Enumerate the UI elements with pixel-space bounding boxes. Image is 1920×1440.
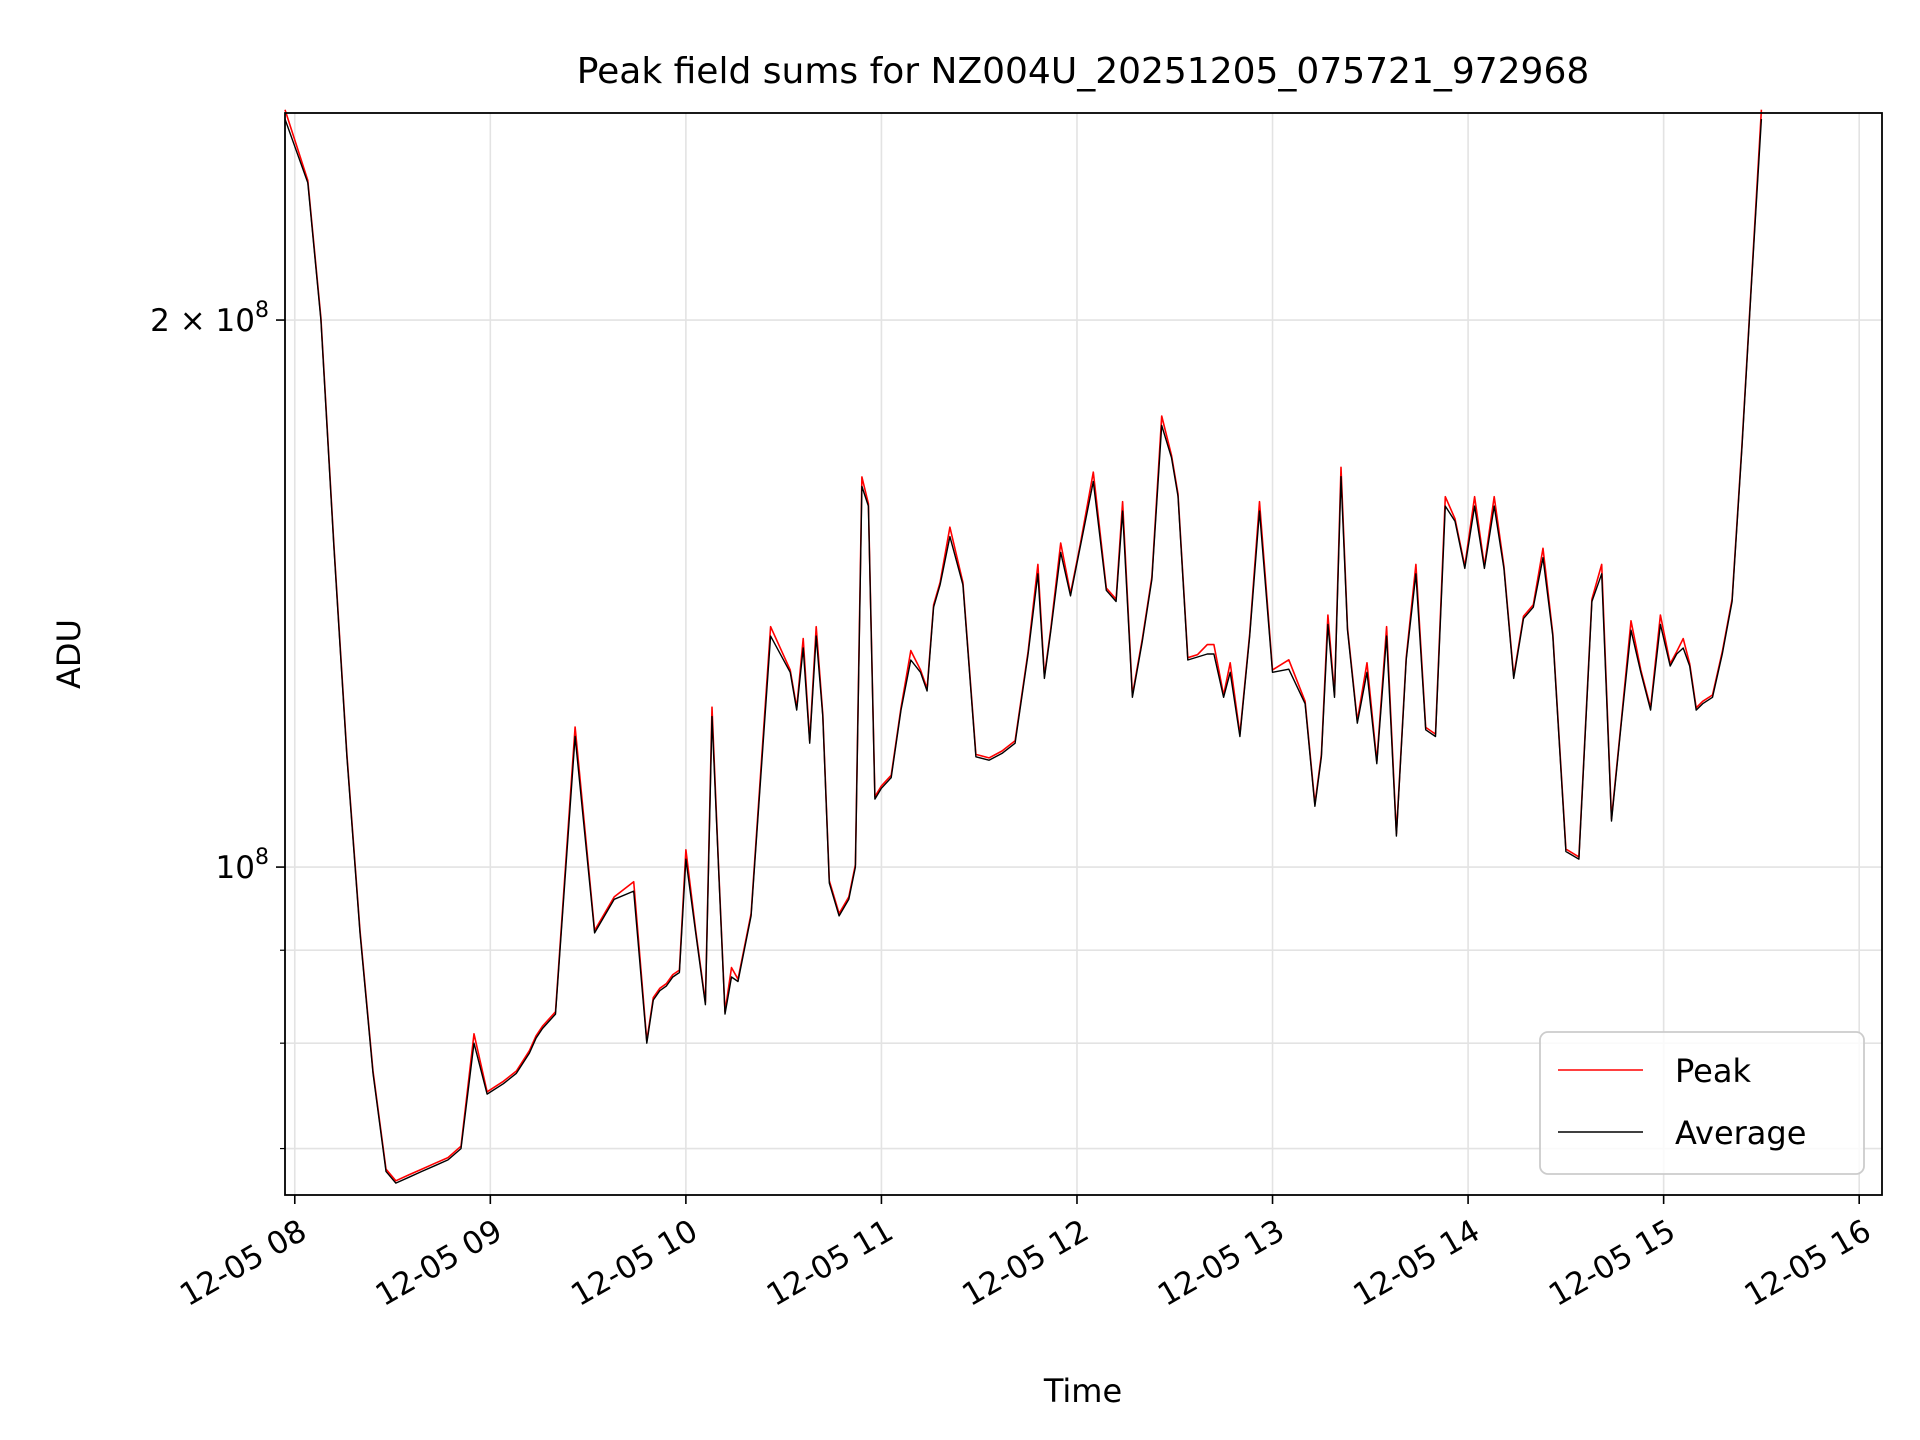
y-tick-label: 2 × 108: [150, 298, 269, 339]
y-axis-label: ADU: [50, 619, 88, 689]
y-tick-label: 108: [216, 845, 269, 886]
series-layer: [284, 109, 1763, 1184]
series-line-peak: [284, 109, 1763, 1182]
grid-lines: [285, 113, 1882, 1195]
legend-label-peak: Peak: [1675, 1052, 1751, 1090]
legend: Peak Average: [1539, 1031, 1865, 1175]
series-line-average: [284, 118, 1763, 1184]
legend-label-average: Average: [1675, 1114, 1806, 1152]
chart-title: Peak field sums for NZ004U_20251205_0757…: [577, 51, 1590, 92]
x-axis-label: Time: [1043, 1372, 1122, 1410]
plot-frame: [284, 112, 1883, 1196]
y-axis: 108 2 × 108: [150, 298, 285, 1150]
legend-box: [1539, 1031, 1865, 1175]
